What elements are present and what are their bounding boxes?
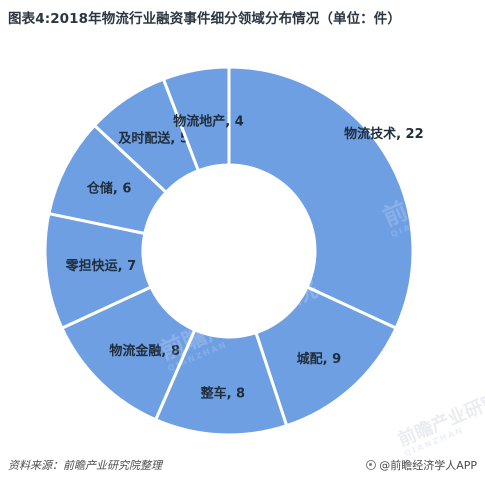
slice-label-1: 物流技术, 22 [344,126,424,142]
brand-circle-icon [366,460,377,470]
slice-label-4: 物流金融, 8 [109,343,180,359]
chart-title: 图表4:2018年物流行业融资事件细分领域分布情况（单位：件） [8,11,401,27]
source-note: 资料来源：前瞻产业研究院整理 [8,459,162,472]
slice-label-2: 城配, 9 [297,351,342,367]
slice-label-7: 及时配送, 5 [118,130,189,146]
donut-slice-8 [161,65,231,173]
brand-text: @前瞻经济学人APP [379,459,477,472]
slice-label-6: 仓储, 6 [86,180,132,196]
slice-label-5: 零担快运, 7 [65,258,137,274]
slice-label-8: 物流地产, 4 [173,114,244,130]
brand-note: @前瞻经济学人APP [366,457,477,473]
slice-label-3: 整车, 8 [200,385,246,401]
donut-slice-1 [227,65,415,331]
